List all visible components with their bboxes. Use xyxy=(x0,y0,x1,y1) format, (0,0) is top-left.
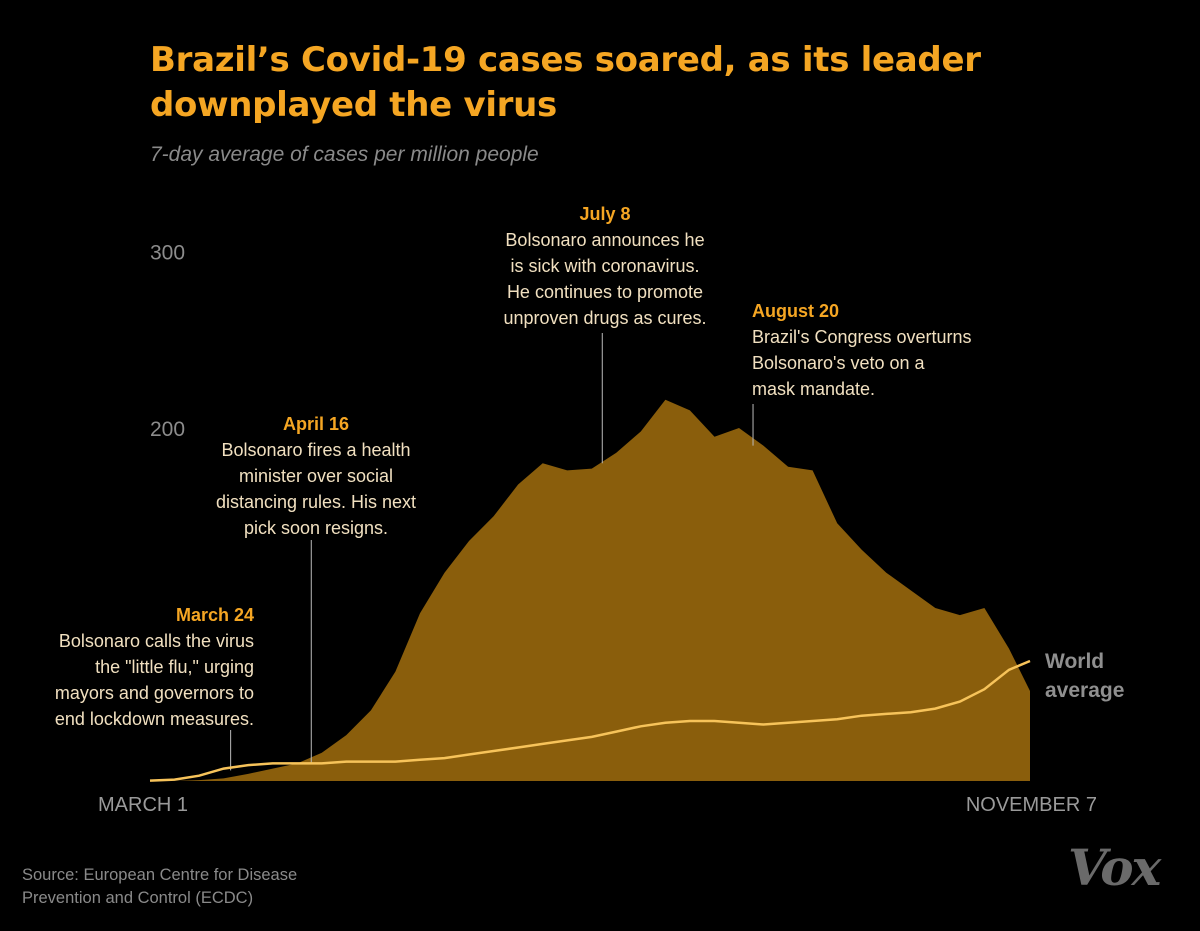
annotation-text-line: unproven drugs as cures. xyxy=(503,308,706,328)
annotation-text-line: pick soon resigns. xyxy=(244,518,388,538)
annotation-text-line: mayors and governors to xyxy=(55,683,254,703)
annotation-leaders xyxy=(230,333,754,771)
world-average-label: World average xyxy=(1045,650,1124,702)
source-note: Source: European Centre for Disease Prev… xyxy=(22,866,298,907)
annotation-date: March 24 xyxy=(176,605,254,625)
world-average-label-line: World xyxy=(1045,650,1104,673)
annotation-date: July 8 xyxy=(579,204,630,224)
x-tick-label-start: MARCH 1 xyxy=(98,794,188,816)
x-axis: MARCH 1 NOVEMBER 7 xyxy=(98,794,1097,816)
y-axis: 200 300 xyxy=(150,242,185,442)
annotation-text-line: distancing rules. His next xyxy=(216,492,416,512)
x-tick-label-end: NOVEMBER 7 xyxy=(966,794,1097,816)
annotation: July 8 Bolsonaro announces he is sick with… xyxy=(503,204,706,328)
annotations: March 24 Bolsonaro calls the virus the "li… xyxy=(55,204,972,729)
chart-subtitle: 7-day average of cases per million peopl… xyxy=(150,143,539,166)
annotation: August 20 Brazil's Congress overturns Bols… xyxy=(752,301,972,399)
world-average-label-line: average xyxy=(1045,679,1124,702)
annotation-text-line: Bolsonaro fires a health xyxy=(221,440,410,460)
annotation-text-line: Bolsonaro calls the virus xyxy=(59,631,254,651)
world-average-line xyxy=(149,659,1031,782)
annotation-text-line: is sick with coronavirus. xyxy=(510,256,699,276)
annotation-text-line: Bolsonaro's veto on a xyxy=(752,353,926,373)
annotation-text-line: end lockdown measures. xyxy=(55,709,254,729)
annotation: March 24 Bolsonaro calls the virus the "li… xyxy=(55,605,254,729)
y-tick-label: 300 xyxy=(150,242,185,265)
annotation-text-line: He continues to promote xyxy=(507,282,703,302)
annotation: April 16 Bolsonaro fires a health minister… xyxy=(216,414,416,538)
annotation-date: August 20 xyxy=(752,301,839,321)
brazil-cases-area xyxy=(150,399,1030,781)
vox-logo: Vox xyxy=(1068,838,1161,897)
annotation-text-line: Brazil's Congress overturns xyxy=(752,327,972,347)
annotation-text-line: Bolsonaro announces he xyxy=(505,230,704,250)
chart-title: Brazil’s Covid-19 cases soared, as its l… xyxy=(150,40,981,125)
annotation-date: April 16 xyxy=(283,414,349,434)
y-tick-label: 200 xyxy=(150,418,185,441)
annotation-text-line: the "little flu," urging xyxy=(95,657,254,677)
annotation-text-line: minister over social xyxy=(239,466,393,486)
annotation-text-line: mask mandate. xyxy=(752,379,875,399)
